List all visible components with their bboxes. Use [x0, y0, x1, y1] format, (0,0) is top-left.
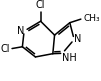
Text: Cl: Cl — [0, 44, 10, 54]
Text: CH₃: CH₃ — [83, 14, 100, 23]
Text: NH: NH — [62, 53, 77, 63]
Text: N: N — [74, 34, 82, 44]
Text: Cl: Cl — [36, 0, 45, 10]
Text: N: N — [17, 26, 24, 36]
